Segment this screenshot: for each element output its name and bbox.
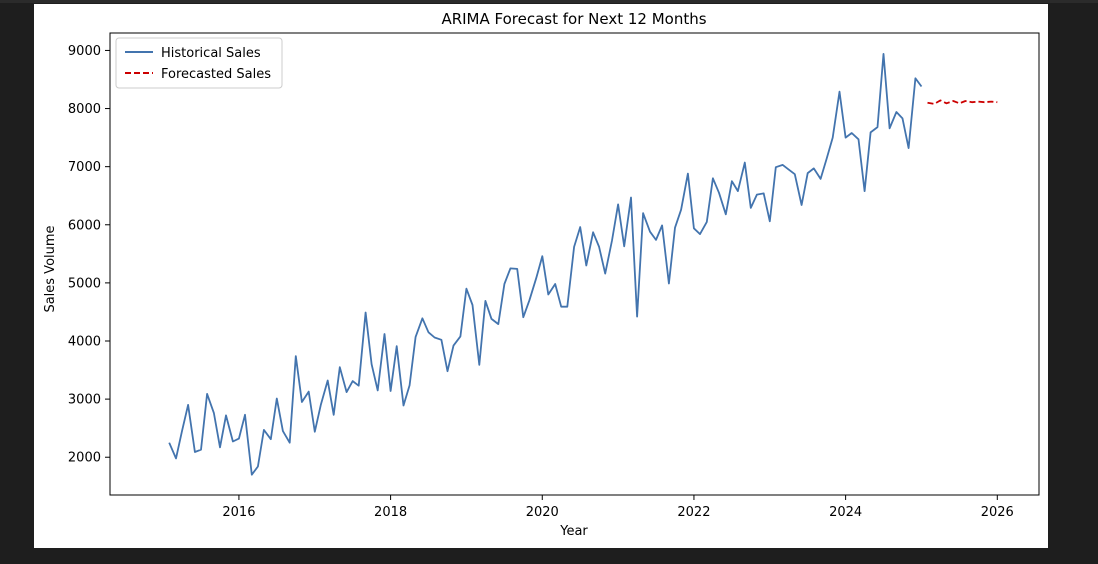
x-axis-label: Year bbox=[559, 524, 588, 539]
chart-svg: ARIMA Forecast for Next 12 Months Year S… bbox=[43, 10, 1040, 539]
axes-group: 2016 2018 2020 2022 2024 2026 2000 3000 4000 5000… bbox=[68, 32, 1040, 520]
y-tick-label: 7000 bbox=[68, 160, 101, 175]
y-tick-label: 4000 bbox=[68, 335, 101, 350]
top-window-strip bbox=[0, 0, 1098, 3]
x-tick-label: 2016 bbox=[222, 505, 255, 520]
chart-title: ARIMA Forecast for Next 12 Months bbox=[441, 10, 706, 28]
x-tick-label: 2024 bbox=[829, 505, 862, 520]
y-axis-label: Sales Volume bbox=[43, 225, 58, 312]
legend-label: Forecasted Sales bbox=[161, 67, 271, 82]
x-tick-label: 2020 bbox=[526, 505, 559, 520]
legend: Historical Sales Forecasted Sales bbox=[115, 37, 283, 89]
legend-label: Historical Sales bbox=[161, 46, 261, 61]
x-tick-label: 2026 bbox=[981, 505, 1014, 520]
y-tick-label: 2000 bbox=[68, 451, 101, 466]
plot-frame bbox=[109, 32, 1040, 496]
chart-figure: ARIMA Forecast for Next 12 Months Year S… bbox=[34, 4, 1048, 548]
series-group bbox=[168, 53, 998, 476]
series-line-forecasted-sales bbox=[927, 99, 998, 105]
y-tick-label: 9000 bbox=[68, 44, 101, 59]
legend-box bbox=[115, 37, 283, 89]
x-tick-label: 2018 bbox=[374, 505, 407, 520]
y-tick-label: 6000 bbox=[68, 218, 101, 233]
x-tick-label: 2022 bbox=[677, 505, 710, 520]
y-tick-label: 5000 bbox=[68, 276, 101, 291]
y-tick-label: 3000 bbox=[68, 393, 101, 408]
y-tick-label: 8000 bbox=[68, 102, 101, 117]
series-line-historical-sales bbox=[168, 53, 923, 476]
